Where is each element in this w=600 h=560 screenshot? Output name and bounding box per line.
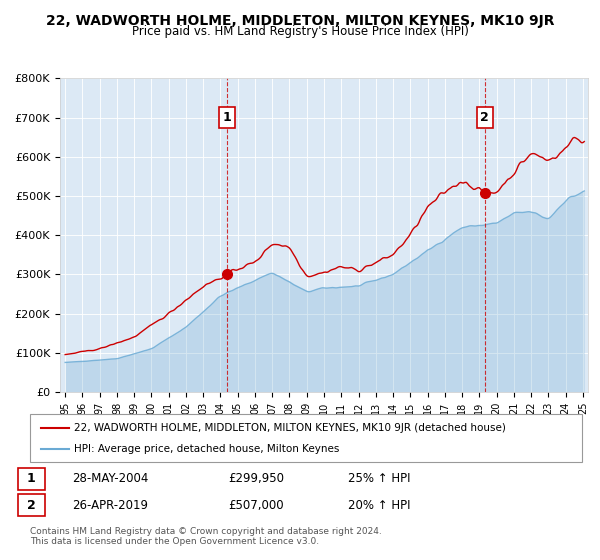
Text: Price paid vs. HM Land Registry's House Price Index (HPI): Price paid vs. HM Land Registry's House … (131, 25, 469, 38)
Text: 1: 1 (27, 472, 35, 486)
Text: 28-MAY-2004: 28-MAY-2004 (72, 472, 148, 486)
Text: £299,950: £299,950 (228, 472, 284, 486)
Text: 20% ↑ HPI: 20% ↑ HPI (348, 498, 410, 512)
Text: £507,000: £507,000 (228, 498, 284, 512)
Text: 2: 2 (481, 111, 489, 124)
Text: 26-APR-2019: 26-APR-2019 (72, 498, 148, 512)
Text: 1: 1 (223, 111, 232, 124)
FancyBboxPatch shape (18, 468, 45, 490)
Text: Contains HM Land Registry data © Crown copyright and database right 2024.
This d: Contains HM Land Registry data © Crown c… (30, 526, 382, 546)
Text: 22, WADWORTH HOLME, MIDDLETON, MILTON KEYNES, MK10 9JR: 22, WADWORTH HOLME, MIDDLETON, MILTON KE… (46, 14, 554, 28)
Text: HPI: Average price, detached house, Milton Keynes: HPI: Average price, detached house, Milt… (74, 444, 340, 454)
FancyBboxPatch shape (30, 414, 582, 462)
Text: 25% ↑ HPI: 25% ↑ HPI (348, 472, 410, 486)
FancyBboxPatch shape (18, 494, 45, 516)
Text: 2: 2 (27, 498, 35, 512)
Text: 22, WADWORTH HOLME, MIDDLETON, MILTON KEYNES, MK10 9JR (detached house): 22, WADWORTH HOLME, MIDDLETON, MILTON KE… (74, 423, 506, 433)
